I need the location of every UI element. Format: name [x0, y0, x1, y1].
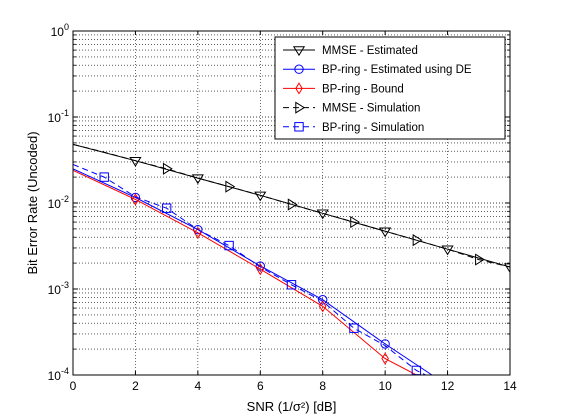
legend-label: BP-ring - Simulation: [322, 122, 424, 134]
x-tick-label: 2: [132, 379, 139, 393]
x-tick-label: 8: [319, 379, 326, 393]
x-tick-label: 12: [441, 379, 455, 393]
legend-marker: [295, 101, 306, 114]
data-point: [475, 253, 485, 266]
data-point: [318, 295, 328, 305]
x-tick-labels: 0 2 4 6 8 10 12 14: [70, 379, 517, 393]
data-point: [162, 162, 173, 175]
y-axis-label: Bit Error Rate (Uncoded): [25, 131, 40, 274]
legend-marker: [294, 64, 304, 74]
y-tick-label: 100: [51, 22, 69, 39]
data-point: [161, 203, 172, 213]
data-point: [286, 280, 297, 290]
data-point: [318, 300, 327, 313]
legend-label: MMSE - Estimated: [322, 45, 418, 57]
data-point: [287, 198, 298, 211]
data-point: [381, 352, 389, 365]
data-point: [349, 323, 359, 333]
data-point: [256, 263, 265, 276]
legend: MMSE - Estimated BP-ring - Estimated usin…: [274, 36, 506, 140]
data-point: [350, 215, 361, 229]
ticks: [72, 30, 511, 376]
x-tick-label: 6: [257, 379, 264, 393]
legend-entry: BP-ring - Estimated using DE: [283, 64, 472, 76]
legend-entry: BP-ring - Bound: [283, 82, 404, 95]
legend-entry: BP-ring - Simulation: [283, 122, 424, 134]
series-line: [73, 169, 417, 375]
legend-marker: [294, 122, 304, 132]
series-line: [73, 168, 433, 375]
x-tick-label: 4: [195, 379, 202, 393]
series-layer: [73, 143, 510, 375]
data-point: [99, 172, 109, 182]
x-tick-label: 10: [378, 379, 392, 393]
data-point: [225, 180, 236, 193]
series-3: [73, 169, 417, 375]
legend-entry: MMSE - Estimated: [283, 45, 418, 57]
legend-marker: [292, 46, 306, 57]
series-2: [73, 168, 433, 375]
y-tick-labels: 10-4 10-3 10-2 10-1 100: [48, 22, 69, 383]
data-point: [412, 234, 423, 247]
series-4: [73, 143, 510, 268]
series-line: [73, 164, 426, 375]
y-tick-label: 10-1: [48, 108, 69, 125]
data-point: [255, 261, 265, 271]
x-axis-label: SNR (1/σ²) [dB]: [247, 399, 337, 414]
data-point: [224, 240, 234, 251]
x-tick-label: 14: [503, 379, 517, 393]
series-line: [73, 143, 510, 268]
data-point: [254, 191, 267, 202]
legend-label: BP-ring - Estimated using DE: [322, 64, 472, 76]
x-tick-label: 0: [70, 379, 77, 393]
y-tick-label: 10-3: [48, 280, 69, 297]
data-point: [193, 224, 203, 235]
data-point: [380, 339, 390, 349]
legend-label: MMSE - Simulation: [322, 103, 420, 115]
data-point: [503, 263, 510, 274]
legend-entry: MMSE - Simulation: [283, 101, 420, 115]
data-point: [379, 227, 392, 238]
y-tick-label: 10-2: [48, 194, 69, 211]
y-tick-label: 10-4: [48, 366, 69, 383]
legend-label: BP-ring - Bound: [322, 83, 404, 95]
series-5: [73, 164, 426, 375]
data-point: [129, 157, 142, 167]
legend-marker: [295, 82, 303, 95]
